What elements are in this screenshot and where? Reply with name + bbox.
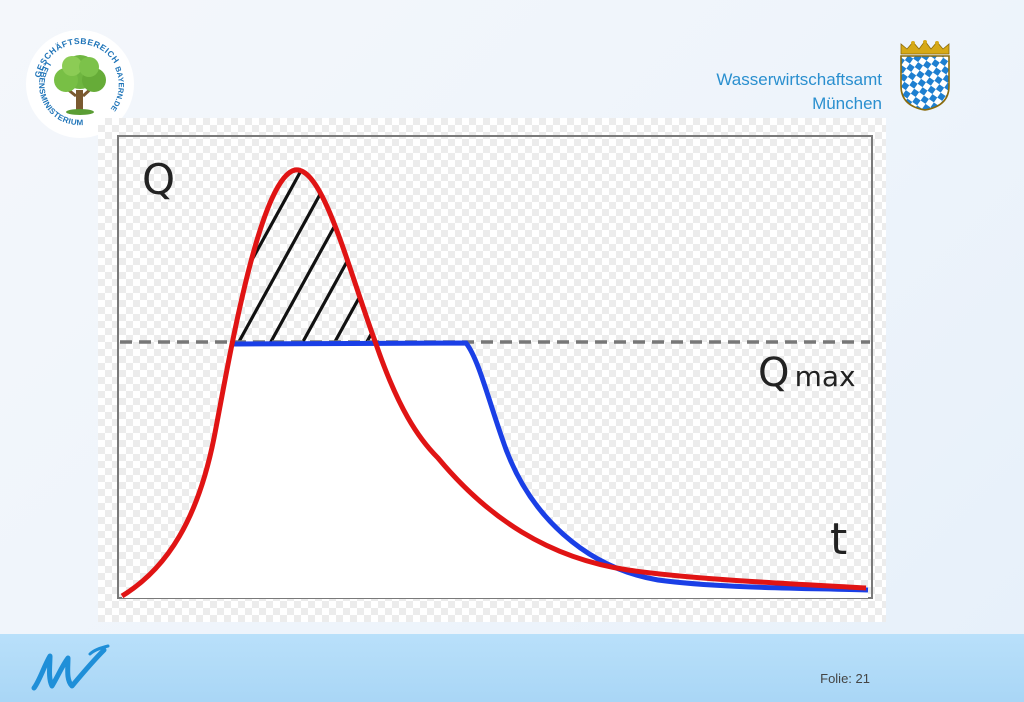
qmax-label-sub: max	[795, 360, 856, 393]
hatch-line	[518, 158, 628, 358]
natural-flood-curve	[120, 167, 867, 599]
hydrograph-svg: Q Q max t	[117, 135, 873, 599]
tree-icon	[54, 55, 106, 115]
hatch-line	[486, 158, 596, 358]
y-axis-label: Q	[142, 155, 175, 204]
water-w-logo-icon	[31, 644, 110, 691]
lebensministerium-logo: GESCHÄFTSBEREICH LEBENSMINISTERIUM BAYER…	[26, 30, 134, 138]
organization-name-line1: Wasserwirtschaftsamt	[716, 70, 882, 89]
hatch-line	[234, 169, 342, 344]
organization-name-line2: München	[812, 94, 882, 113]
qmax-label-main: Q	[758, 350, 789, 396]
bavarian-crest-icon	[900, 40, 950, 111]
hatch-line	[356, 169, 376, 344]
slide-number: Folie: 21	[820, 671, 870, 686]
hatch-line	[324, 169, 376, 344]
hatch-line	[582, 158, 692, 358]
organization-name: Wasserwirtschaftsamt München	[716, 68, 882, 116]
hatch-line	[422, 158, 532, 358]
hatch-line	[614, 158, 724, 358]
x-axis-label: t	[830, 514, 847, 565]
capped-flow-curve	[233, 340, 869, 593]
capped-flow-area	[122, 344, 868, 598]
qmax-label: Q max	[758, 350, 856, 396]
hatch-line	[550, 158, 660, 358]
flood-hydrograph-diagram: Q Q max t	[98, 118, 886, 622]
hatch-line	[454, 158, 564, 358]
footer-bar	[0, 634, 1024, 702]
hatch-line	[390, 158, 500, 358]
crown-icon	[900, 40, 950, 55]
